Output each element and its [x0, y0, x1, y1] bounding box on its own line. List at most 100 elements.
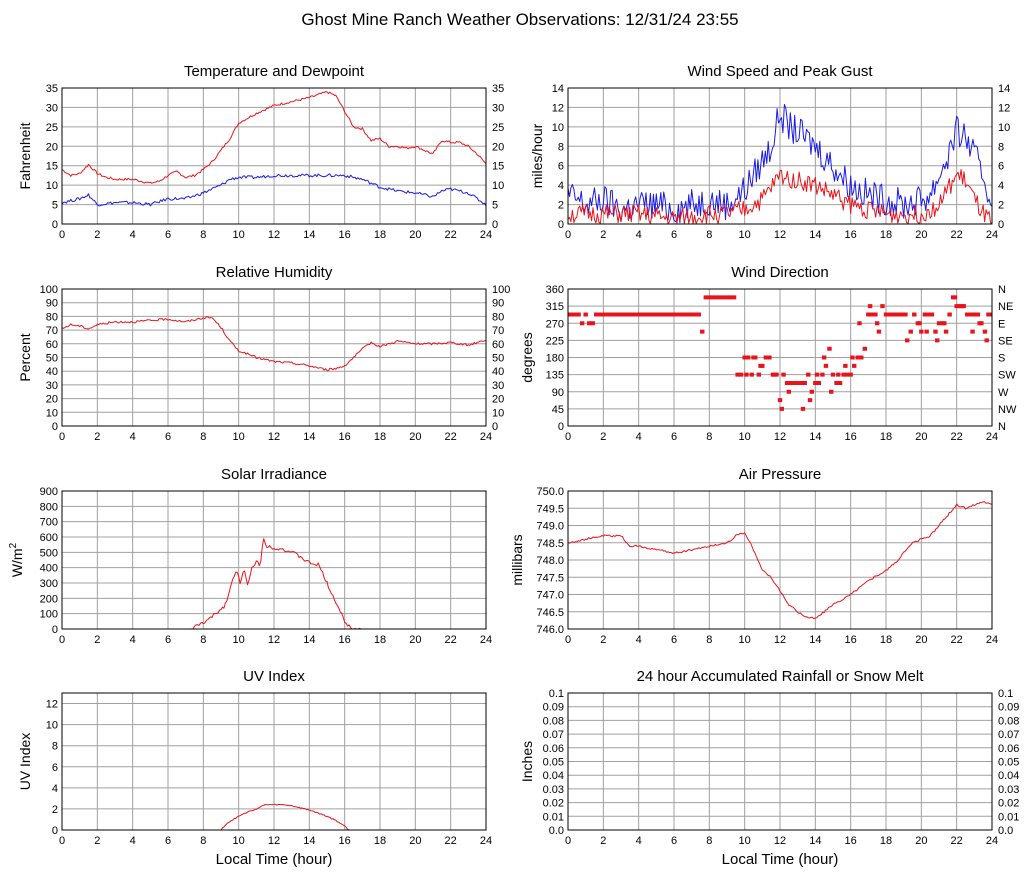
direction-point [836, 372, 841, 377]
direction-point [664, 312, 670, 317]
y-tick-label: 4 [558, 180, 564, 192]
plot-frame [61, 87, 487, 225]
y-tick-label: 747.5 [536, 572, 564, 584]
y-tick-label-right: 2 [998, 200, 1004, 212]
y-tick-label: 0 [558, 421, 564, 433]
x-tick-label: 12 [774, 229, 786, 241]
y-tick-label: 10 [46, 720, 58, 732]
x-tick-label: 18 [880, 229, 892, 241]
y-tick-label-right: 4 [998, 180, 1004, 192]
x-tick-label: 24 [986, 634, 998, 646]
y-tick-label-right: 0.06 [998, 743, 1019, 755]
y-tick-label-right: 20 [492, 394, 504, 406]
plot-frame [567, 490, 993, 630]
x-tick-label: 12 [774, 634, 786, 646]
direction-point [926, 312, 931, 317]
x-tick-label: 16 [339, 634, 351, 646]
direction-point [829, 389, 834, 394]
y-tick-label: 180 [546, 353, 564, 365]
x-tick-label: 22 [951, 431, 963, 443]
y-tick-label: 2 [52, 804, 58, 816]
direction-point [728, 295, 733, 300]
x-tick-label: 2 [600, 431, 606, 443]
y-tick-label: 700 [40, 517, 58, 529]
y-tick-label: 315 [546, 301, 564, 313]
direction-point [583, 312, 588, 317]
x-tick-label: 8 [706, 835, 712, 847]
x-tick-label: 10 [233, 229, 245, 241]
chart-title: Solar Irradiance [221, 466, 327, 483]
direction-point [671, 312, 677, 317]
direction-point [700, 329, 705, 334]
direction-point [608, 312, 613, 317]
direction-point [647, 312, 652, 317]
direction-point [784, 380, 790, 385]
series-line [568, 169, 992, 225]
chart-title: 24 hour Accumulated Rainfall or Snow Mel… [637, 668, 925, 685]
direction-point [874, 321, 880, 326]
y-tick-label-right: 100 [492, 284, 510, 296]
direction-point [986, 312, 991, 317]
y-tick-label-right: 35 [492, 83, 504, 95]
x-tick-label: 2 [600, 835, 606, 847]
x-tick-label: 4 [130, 634, 136, 646]
x-tick-label: 2 [94, 431, 100, 443]
y-tick-label-right: 8 [998, 141, 1004, 153]
direction-point [800, 406, 806, 411]
x-tick-label: 8 [200, 634, 206, 646]
y-tick-label: 100 [40, 609, 58, 621]
x-tick-label: 24 [986, 835, 998, 847]
y-tick-label: 0 [558, 219, 564, 231]
series-group [62, 91, 486, 207]
direction-point [922, 312, 928, 317]
direction-point [917, 321, 922, 326]
direction-point [867, 304, 873, 309]
y-tick-label: 270 [546, 318, 564, 330]
x-tick-label: 20 [409, 229, 421, 241]
direction-point [661, 312, 666, 317]
y-tick-label: 5 [52, 200, 58, 212]
x-tick-label: 22 [445, 634, 457, 646]
direction-point [781, 372, 786, 377]
chart-title: Wind Direction [731, 264, 829, 281]
page-title: Ghost Mine Ranch Weather Observations: 1… [301, 10, 738, 29]
direction-point [807, 398, 813, 403]
direction-point [908, 329, 913, 334]
series-line [62, 91, 486, 184]
x-tick-label: 12 [268, 835, 280, 847]
y-tick-label: 0 [52, 219, 58, 231]
x-tick-label: 12 [774, 431, 786, 443]
x-tick-label: 14 [303, 634, 315, 646]
x-tick-label: 6 [671, 431, 677, 443]
y-tick-label-right: 70 [492, 325, 504, 337]
direction-point [809, 389, 814, 394]
direction-point [830, 372, 836, 377]
y-tick-label: 25 [46, 122, 58, 134]
y-tick-label: 0.08 [543, 715, 564, 727]
y-tick-label-right: 10 [998, 122, 1010, 134]
y-tick-label: 0 [52, 825, 58, 837]
y-tick-label: 0.1 [549, 688, 564, 700]
x-tick-label: 18 [374, 634, 386, 646]
direction-point [843, 363, 848, 368]
y-tick-label-right: 0 [492, 219, 498, 231]
direction-point [756, 372, 761, 377]
y-tick-label: 2 [558, 200, 564, 212]
x-tick-label: 0 [565, 431, 571, 443]
direction-point [765, 355, 770, 360]
compass-label: E [998, 318, 1005, 330]
y-tick-label-right: 0.01 [998, 811, 1019, 823]
direction-point [834, 380, 839, 385]
direction-point [788, 380, 793, 385]
direction-point [601, 312, 606, 317]
y-tick-label-right: 80 [492, 311, 504, 323]
x-tick-label: 22 [951, 634, 963, 646]
y-tick-label-right: 0 [998, 219, 1004, 231]
x-tick-label: 6 [671, 229, 677, 241]
compass-label: W [998, 387, 1009, 399]
y-axis-label: degrees [519, 332, 535, 383]
y-tick-label: 100 [40, 284, 58, 296]
direction-point [572, 312, 578, 317]
